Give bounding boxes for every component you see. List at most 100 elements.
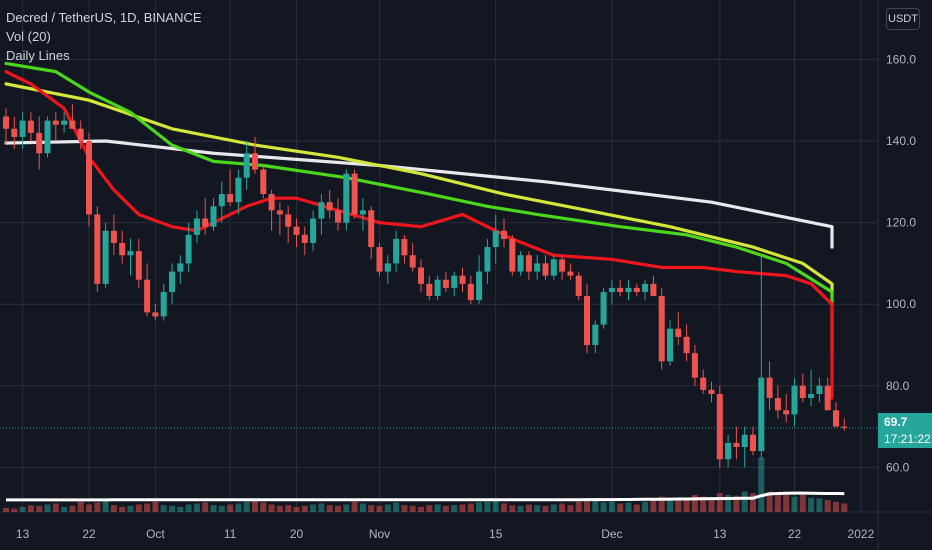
candle-body [376,247,383,272]
volume-bar [766,491,773,512]
volume-bar [750,493,756,512]
volume-bar [110,505,117,512]
candle-body [467,283,474,301]
candle-body [691,353,698,378]
candle-body [824,385,831,411]
candle-body [451,275,458,288]
candle-body [592,324,599,345]
x-tick-label: Nov [369,527,390,541]
volume-bar [27,505,34,512]
volume-bar [268,504,275,512]
volume-bar [542,505,549,512]
volume-bar [501,503,507,512]
candle-body [799,385,806,399]
x-tick-label: 13 [16,527,30,541]
volume-bar [617,503,624,512]
candle-body [36,132,43,154]
volume-bar [393,502,400,512]
x-tick-label: 22 [82,527,96,541]
candle-body [650,283,657,297]
candle-body [135,251,142,280]
last-price-label: 69.7 [878,413,932,431]
volume-bar [276,505,283,512]
candle-body [218,194,225,207]
volume-bar [351,501,358,512]
volume-bar [227,504,234,512]
x-tick-label: 11 [224,527,237,541]
volume-ma-line [6,491,845,502]
volume-bar [716,493,723,512]
volume-bar [177,506,184,512]
daily-lines-indicator-label[interactable]: Daily Lines [6,48,70,63]
volume-bar [44,504,51,512]
candle-body [27,120,34,133]
candle-body [567,271,574,276]
x-tick-label: 20 [290,527,304,541]
volume-bar [559,503,566,512]
candle-body [268,194,275,211]
candle-body [119,243,126,256]
candle-body [642,283,649,292]
x-tick-label: Dec [601,527,622,541]
currency-button[interactable]: USDT [886,8,920,30]
candle-body [550,259,557,276]
volume-bar [700,496,707,512]
candle-body [102,230,109,284]
candle-body [633,287,640,292]
candle-body [542,263,549,276]
volume-bar [658,496,665,512]
volume-bar [185,504,192,512]
volume-bar [152,501,159,512]
candle-body [534,263,541,272]
volume-bar [52,503,59,512]
volume-bar [492,500,499,512]
candle-body [61,120,68,125]
candle-body [600,291,607,325]
y-tick-label: 60.0 [886,460,910,474]
volume-bar [584,499,590,512]
candle-body [276,210,283,215]
volume-bar [808,497,815,512]
candle-body [368,210,375,248]
volume-bar [169,505,175,512]
volume-bar [517,505,524,512]
volume-bar [783,495,790,512]
candle-body [808,393,815,399]
candle-body [791,385,798,415]
ma-yellow-line [4,82,834,298]
candle-body [517,255,524,272]
volume-bar [575,501,582,512]
candle-body [766,377,773,399]
candle-body [11,128,18,137]
y-tick-label: 80.0 [886,379,910,393]
volume-bar [368,505,375,512]
candle-body [708,389,715,394]
candle-body [77,128,84,141]
volume-bar [799,495,806,512]
volume-bar [3,507,9,512]
volume-bar [833,501,839,512]
chart-legend: Decred / TetherUS, 1D, BINANCE Vol (20) … [6,8,202,65]
volume-bar [550,504,557,512]
ma-green-line [4,61,834,355]
candle-body [459,275,466,284]
candle-body [434,279,441,297]
candle-body [418,267,424,284]
x-tick-label: 2022 [848,527,875,541]
volume-bar [335,505,341,512]
volume-bar [384,504,391,512]
candle-body [484,247,491,272]
candle-body [335,210,341,223]
volume-bar [359,503,366,512]
volume-bar [77,501,84,512]
candle-body [177,263,184,272]
volume-bar [160,505,167,512]
ma-red-line [4,70,834,400]
volume-bar [816,498,823,512]
candle-body [293,226,300,235]
volume-indicator-label[interactable]: Vol (20) [6,29,51,44]
volume-bar [243,501,250,512]
candle-body [86,141,92,215]
candle-body [509,238,516,272]
